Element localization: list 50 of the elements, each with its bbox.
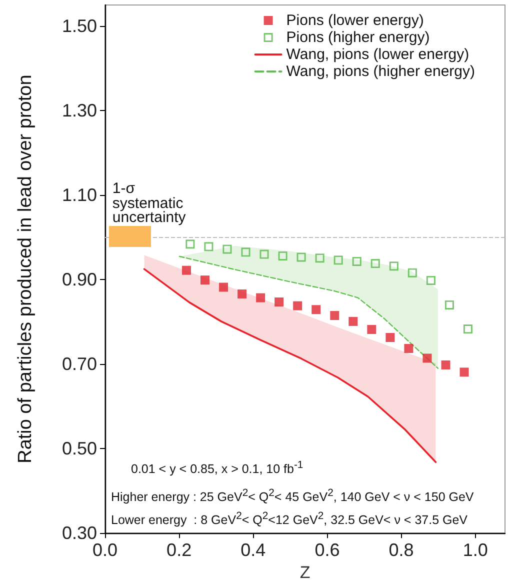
annotation: Lower energy : 8 GeV$^{2}$< Q$^{2}$<12 GeV$^{2}$, 32.5 GeV< ν < 37.5 GeV: [111, 511, 468, 528]
y-tick-label: 1.50: [62, 16, 97, 36]
point: [367, 324, 376, 334]
point: [463, 324, 472, 334]
point: [200, 276, 210, 285]
y-tick-label: 0.70: [62, 354, 97, 374]
x-tick-label: 1.0: [462, 540, 488, 560]
legend-label: Pions (higher energy): [286, 29, 430, 46]
point: [441, 360, 450, 370]
point: [422, 354, 432, 363]
point: [312, 305, 321, 314]
annotation: 1-σ systematic uncertainty: [112, 180, 187, 226]
point: [334, 256, 343, 265]
point: [186, 240, 195, 249]
x-tick-label: 0.4: [240, 540, 266, 560]
point: [274, 298, 284, 307]
point: [460, 368, 469, 377]
point: [182, 266, 191, 275]
point: [389, 262, 398, 271]
legend-label: Pions (lower energy): [286, 12, 424, 29]
x-tick-label: 0.2: [166, 540, 192, 560]
annotation: Higher energy : 25 GeV$^{2}$< Q$^{2}$< 45 GeV$^{2}$, 140 GeV < ν < 150 GeV: [111, 488, 474, 505]
point: [352, 256, 362, 266]
legend-label: Wang, pions (lower energy): [286, 46, 470, 63]
point: [278, 251, 288, 260]
x-tick-label: 0.6: [314, 540, 340, 560]
point: [444, 300, 454, 310]
annotation: 0.01 < y < 0.85, x > 0.1, 10 fb$^{-1}$: [131, 460, 304, 477]
x-axis-title: Z: [300, 563, 310, 582]
y-tick-label: 1.30: [62, 100, 97, 121]
y-axis-title: Ratio of particles produced in lead over proton: [15, 74, 36, 464]
point: [256, 293, 266, 302]
point: [330, 311, 340, 320]
y-tick-label: 0.90: [62, 270, 97, 290]
point: [426, 276, 436, 285]
point: [408, 268, 417, 278]
point: [219, 282, 228, 292]
point: [204, 242, 214, 252]
point: [404, 344, 414, 353]
point: [238, 289, 247, 298]
point: [370, 259, 380, 268]
point: [386, 332, 395, 342]
point: [315, 254, 324, 263]
x-tick-label: 0.8: [388, 540, 414, 560]
legend-label: Wang, pions (higher energy): [286, 63, 476, 80]
y-tick-label: 0.50: [62, 438, 97, 459]
point: [241, 248, 250, 257]
y-tick-label: 1.10: [62, 185, 97, 206]
point: [348, 316, 358, 326]
point: [293, 301, 302, 310]
